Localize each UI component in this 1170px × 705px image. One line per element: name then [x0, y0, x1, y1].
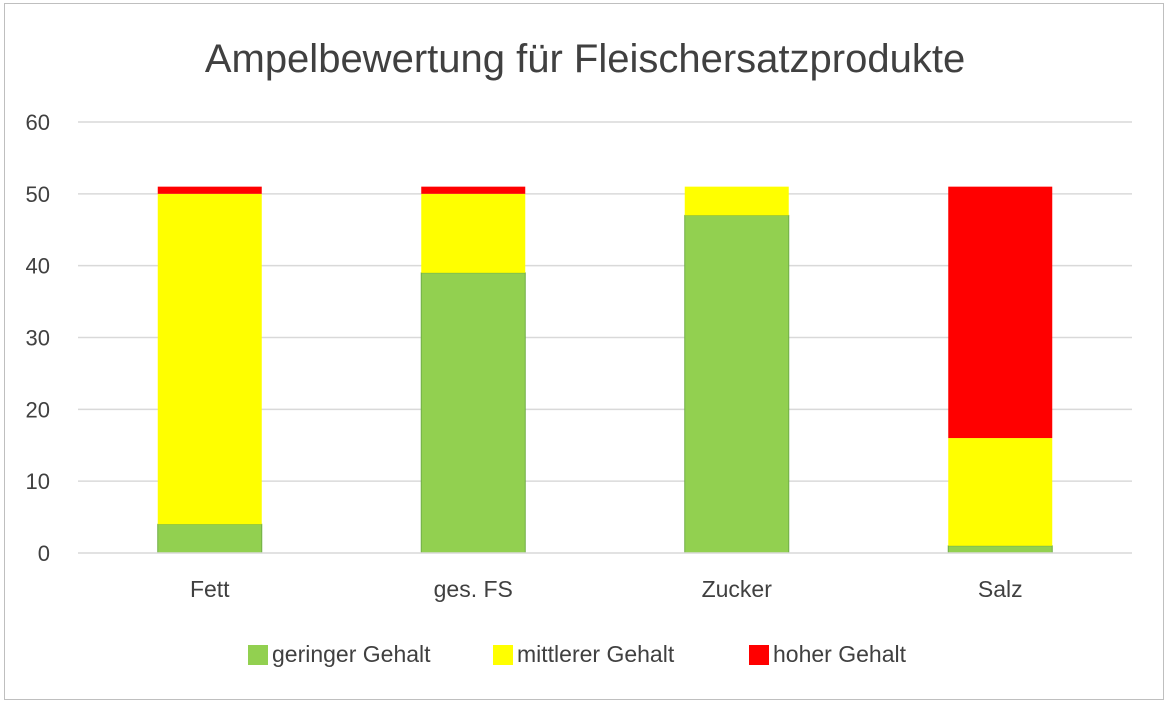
x-axis-labels: Fett ges. FS Zucker Salz [190, 576, 1023, 602]
y-tick-label: 40 [26, 254, 50, 279]
x-tick-label: Fett [190, 576, 230, 602]
x-tick-label: Zucker [702, 576, 773, 602]
bar-segment [684, 214, 790, 554]
chart-title: Ampelbewertung für Fleischersatzprodukte [205, 37, 965, 81]
bar-segment [421, 186, 526, 194]
bar-segment [157, 523, 263, 554]
bar-segment [948, 186, 1053, 439]
bar-segment [157, 193, 262, 525]
y-tick-label: 10 [26, 469, 50, 494]
bar-segment [684, 186, 789, 216]
legend-swatch [493, 645, 513, 665]
x-tick-label: Salz [978, 576, 1023, 602]
y-tick-label: 60 [26, 110, 50, 135]
legend-label: mittlerer Gehalt [517, 641, 675, 667]
legend: geringer Gehalt mittlerer Gehalt hoher Geh… [248, 641, 907, 667]
bar-segment [947, 545, 1053, 554]
y-tick-label: 0 [38, 541, 50, 566]
y-tick-label: 20 [26, 397, 50, 422]
y-axis-ticks: 0 10 20 30 40 50 60 [26, 110, 50, 566]
x-tick-label: ges. FS [434, 576, 513, 602]
legend-label: geringer Gehalt [272, 641, 431, 667]
legend-label: hoher Gehalt [773, 641, 907, 667]
bar-segment [421, 193, 526, 273]
bar-segment [157, 186, 262, 194]
legend-swatch [749, 645, 769, 665]
bar-segment [948, 438, 1053, 546]
y-tick-label: 50 [26, 182, 50, 207]
legend-swatch [248, 645, 268, 665]
y-tick-label: 30 [26, 326, 50, 351]
bar-segment [420, 272, 526, 554]
bars [157, 186, 1053, 554]
